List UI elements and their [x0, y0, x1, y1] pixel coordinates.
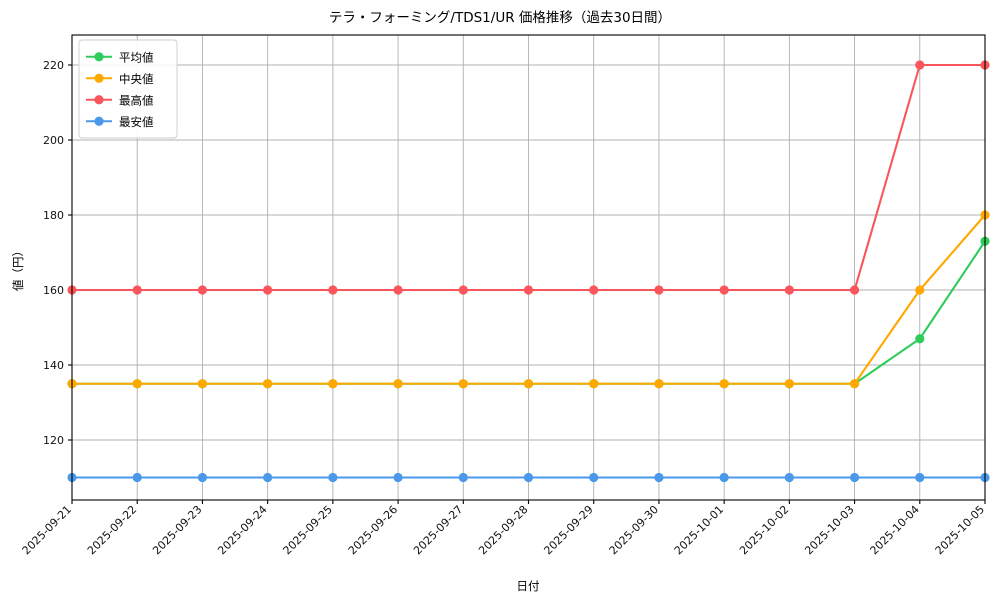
- data-point: [523, 472, 534, 483]
- data-point: [849, 285, 860, 295]
- y-tick-label: 160: [43, 284, 64, 297]
- y-axis-ticks: 120 140 160 180 200 220: [43, 59, 72, 447]
- data-point: [654, 379, 664, 389]
- data-point: [523, 285, 534, 295]
- data-point: [132, 472, 142, 483]
- y-tick-label: 180: [43, 209, 64, 222]
- data-point: [784, 285, 794, 295]
- series-2: [67, 60, 990, 295]
- data-point: [458, 285, 468, 295]
- legend-swatch-marker: [94, 52, 104, 62]
- data-point: [719, 472, 729, 483]
- legend-label: 平均値: [119, 50, 154, 64]
- data-point: [915, 285, 925, 295]
- data-point: [849, 379, 860, 389]
- y-tick-label: 140: [43, 359, 64, 372]
- data-point: [263, 472, 273, 483]
- data-point: [458, 379, 468, 389]
- data-point: [393, 472, 403, 483]
- data-point: [915, 60, 925, 70]
- legend-swatch-marker: [94, 116, 104, 126]
- data-point: [328, 285, 338, 295]
- legend-label: 中央値: [119, 72, 154, 86]
- data-point: [263, 285, 273, 295]
- data-point: [784, 379, 794, 389]
- legend-item-3[interactable]: 最安値: [86, 115, 154, 129]
- data-point: [263, 379, 273, 389]
- data-point: [197, 472, 208, 483]
- data-point: [132, 285, 142, 295]
- legend-swatch-marker: [94, 73, 104, 83]
- data-point: [197, 285, 208, 295]
- data-point: [719, 285, 729, 295]
- y-tick-label: 120: [43, 434, 64, 447]
- legend-label: 最安値: [119, 115, 154, 129]
- data-point: [393, 285, 403, 295]
- legend-item-2[interactable]: 最高値: [86, 93, 154, 107]
- y-axis-label: 値（円）: [11, 245, 25, 291]
- legend-background: [78, 39, 178, 139]
- data-point: [197, 379, 208, 389]
- legend-swatch-marker: [94, 95, 104, 105]
- y-tick-label: 200: [43, 134, 64, 147]
- data-point: [654, 472, 664, 483]
- plot-frame: [71, 34, 986, 501]
- chart-title: テラ・フォーミング/TDS1/UR 価格推移（過去30日間）: [329, 10, 671, 26]
- data-point: [523, 379, 534, 389]
- y-tick-label: 220: [43, 59, 64, 72]
- data-point: [589, 472, 599, 483]
- legend-label: 最高値: [119, 93, 154, 107]
- data-point: [328, 472, 338, 483]
- legend-item-1[interactable]: 中央値: [86, 72, 154, 86]
- data-point: [915, 472, 925, 483]
- data-point: [654, 285, 664, 295]
- x-axis-label: 日付: [517, 579, 540, 593]
- series-3: [67, 472, 990, 483]
- data-point: [393, 379, 403, 389]
- data-point: [458, 472, 468, 483]
- data-point: [719, 379, 729, 389]
- data-point: [589, 379, 599, 389]
- data-point: [132, 379, 142, 389]
- data-point: [784, 472, 794, 483]
- series-container: [67, 60, 990, 483]
- legend-item-0[interactable]: 平均値: [86, 50, 154, 64]
- data-point: [589, 285, 599, 295]
- data-point: [849, 472, 860, 483]
- data-point: [915, 334, 925, 344]
- data-point: [328, 379, 338, 389]
- series-1: [67, 210, 990, 389]
